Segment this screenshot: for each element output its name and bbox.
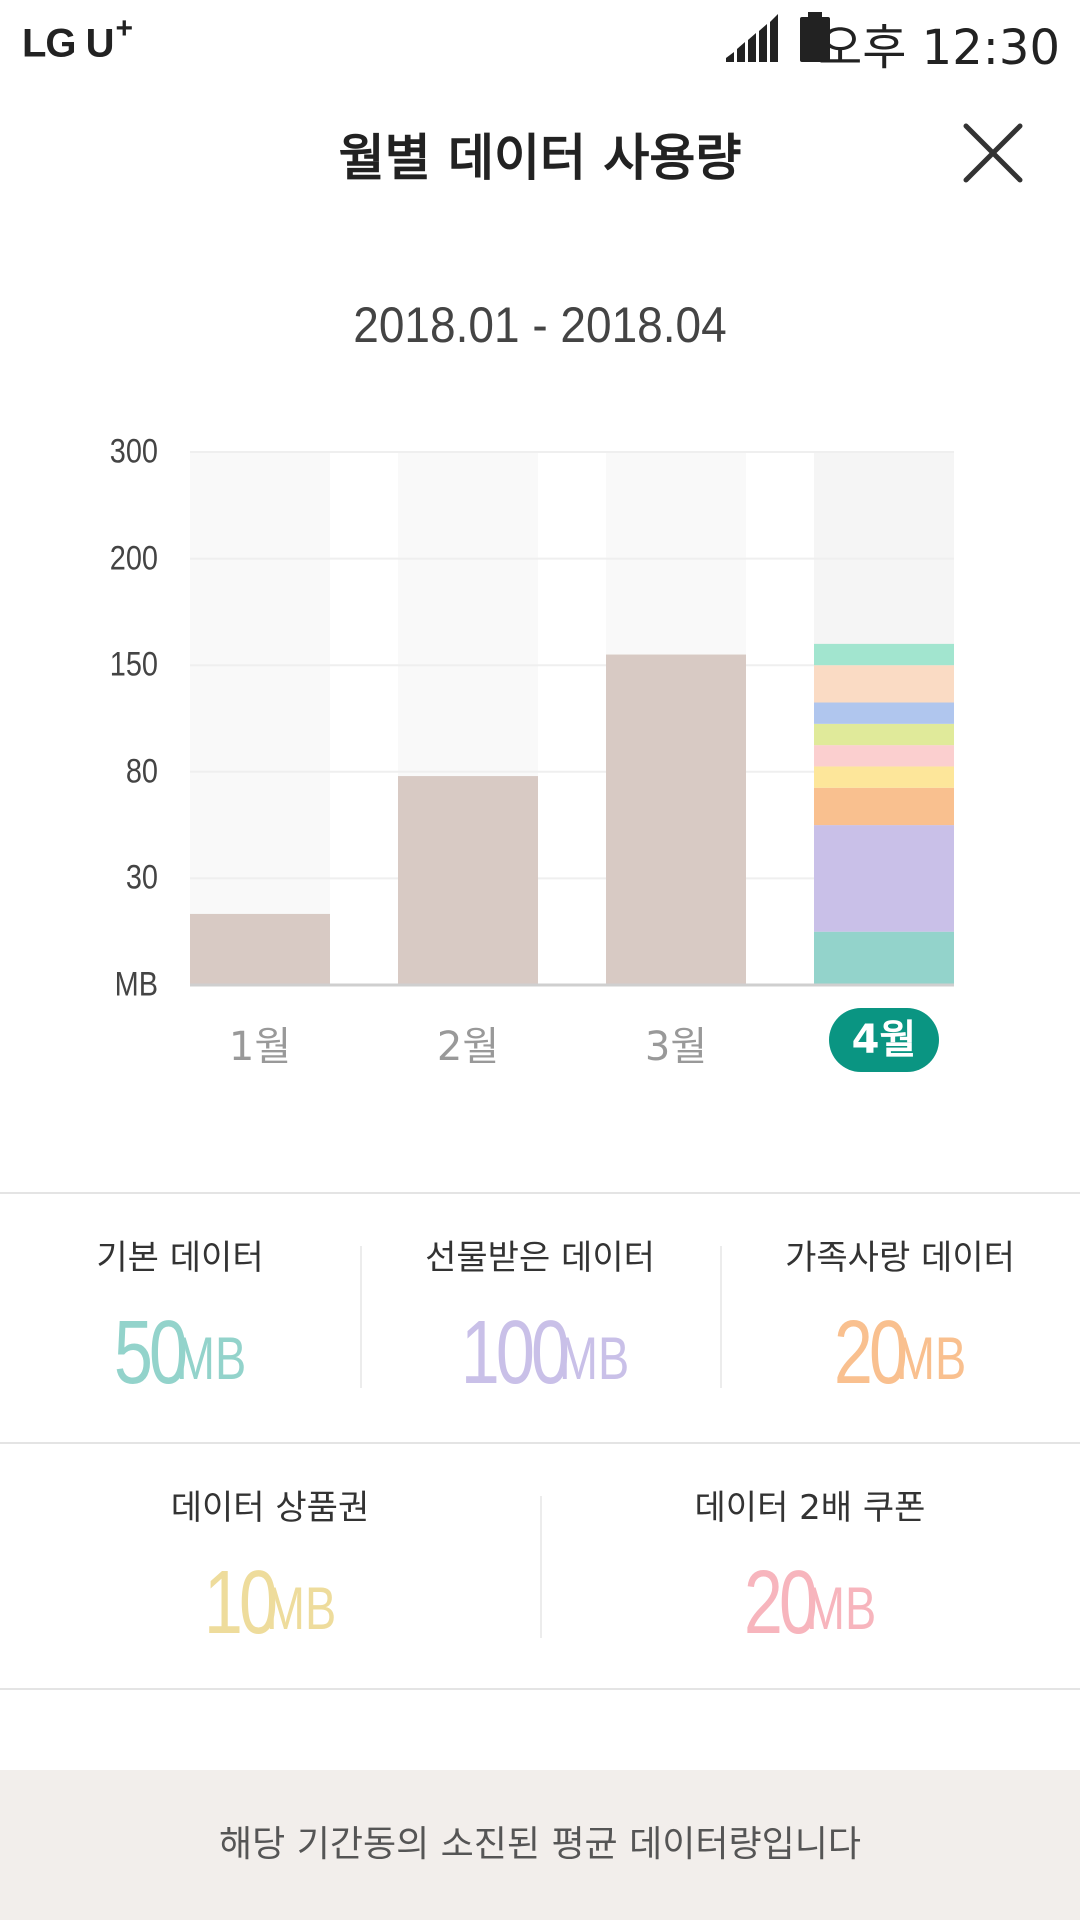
status-clock: 오후 12:30	[818, 20, 1060, 76]
y-tick-label: 80	[125, 752, 158, 791]
bar-segment[interactable]	[814, 723, 954, 746]
month-label[interactable]: 2월	[436, 1024, 500, 1070]
bar[interactable]	[398, 776, 538, 985]
stat-number: 20	[833, 1303, 908, 1403]
bar-segment[interactable]	[814, 745, 954, 767]
battery-icon	[800, 12, 830, 62]
bar-segment[interactable]	[814, 766, 954, 788]
stat-value: 20MB	[540, 1558, 1080, 1648]
stat-card: 가족사랑 데이터 20MB	[720, 1232, 1080, 1398]
bar-segment[interactable]	[814, 825, 954, 932]
stat-label: 데이터 상품권	[170, 1488, 370, 1528]
month-label[interactable]: 1월	[228, 1024, 292, 1070]
stat-value: 10MB	[0, 1558, 540, 1648]
y-tick-label: 30	[125, 858, 158, 897]
stat-separator	[720, 1246, 722, 1388]
y-tick-label: 300	[109, 432, 158, 471]
bar-track	[190, 452, 330, 985]
bar-segment[interactable]	[814, 931, 954, 985]
stat-unit: MB	[558, 1325, 629, 1392]
stat-label: 가족사랑 데이터	[785, 1238, 1015, 1278]
stat-separator	[540, 1496, 542, 1638]
divider	[0, 1442, 1080, 1444]
status-bar: LG U+ 오후 12:30	[0, 0, 1080, 80]
stat-number: 10	[203, 1553, 278, 1653]
stat-number: 100	[461, 1303, 570, 1403]
bar-segment[interactable]	[814, 787, 954, 826]
stats-row-2: 데이터 상품권 10MB 데이터 2배 쿠폰 20MB	[0, 1482, 1080, 1688]
stat-card: 선물받은 데이터 100MB	[360, 1232, 720, 1398]
y-tick-label: 200	[109, 539, 158, 578]
y-tick-label: MB	[114, 965, 158, 1004]
bar-segment[interactable]	[814, 665, 954, 703]
chart-svg	[190, 451, 954, 987]
stat-unit: MB	[266, 1575, 337, 1642]
stat-unit: MB	[176, 1325, 247, 1392]
stat-card: 데이터 상품권 10MB	[0, 1482, 540, 1648]
divider	[0, 1688, 1080, 1690]
date-range: 2018.01 - 2018.04	[353, 297, 727, 353]
y-tick-label: 150	[109, 645, 158, 684]
bar[interactable]	[190, 913, 330, 985]
close-icon[interactable]	[960, 120, 1026, 186]
stat-card: 기본 데이터 50MB	[0, 1232, 360, 1398]
stat-card: 데이터 2배 쿠폰 20MB	[540, 1482, 1080, 1648]
stat-value: 20MB	[720, 1308, 1080, 1398]
month-label-selected[interactable]: 4월	[829, 1008, 939, 1072]
header: 월별 데이터 사용량	[0, 90, 1080, 210]
signal-icon	[726, 14, 778, 62]
bar-segment[interactable]	[814, 702, 954, 724]
stat-value: 100MB	[360, 1308, 720, 1398]
stat-unit: MB	[896, 1325, 967, 1392]
stat-label: 데이터 2배 쿠폰	[694, 1488, 926, 1528]
stat-value: 50MB	[0, 1308, 360, 1398]
stat-label: 선물받은 데이터	[425, 1238, 655, 1278]
stat-number: 50	[113, 1303, 188, 1403]
stat-unit: MB	[806, 1575, 877, 1642]
page-title: 월별 데이터 사용량	[338, 129, 742, 187]
stat-number: 20	[743, 1553, 818, 1653]
usage-chart: MB 30 80 150 200 300 1월 2월 3월 4월	[0, 420, 1080, 1100]
stat-separator	[360, 1246, 362, 1388]
stat-label: 기본 데이터	[96, 1238, 264, 1278]
divider	[0, 1192, 1080, 1194]
bar-segment[interactable]	[814, 643, 954, 666]
footer-note: 해당 기간동의 소진된 평균 데이터량입니다	[0, 1770, 1080, 1920]
stats-row-1: 기본 데이터 50MB 선물받은 데이터 100MB 가족사랑 데이터 20MB	[0, 1232, 1080, 1442]
month-label[interactable]: 3월	[644, 1024, 708, 1070]
bar[interactable]	[606, 654, 746, 985]
carrier-logo: LG U+	[22, 12, 133, 66]
